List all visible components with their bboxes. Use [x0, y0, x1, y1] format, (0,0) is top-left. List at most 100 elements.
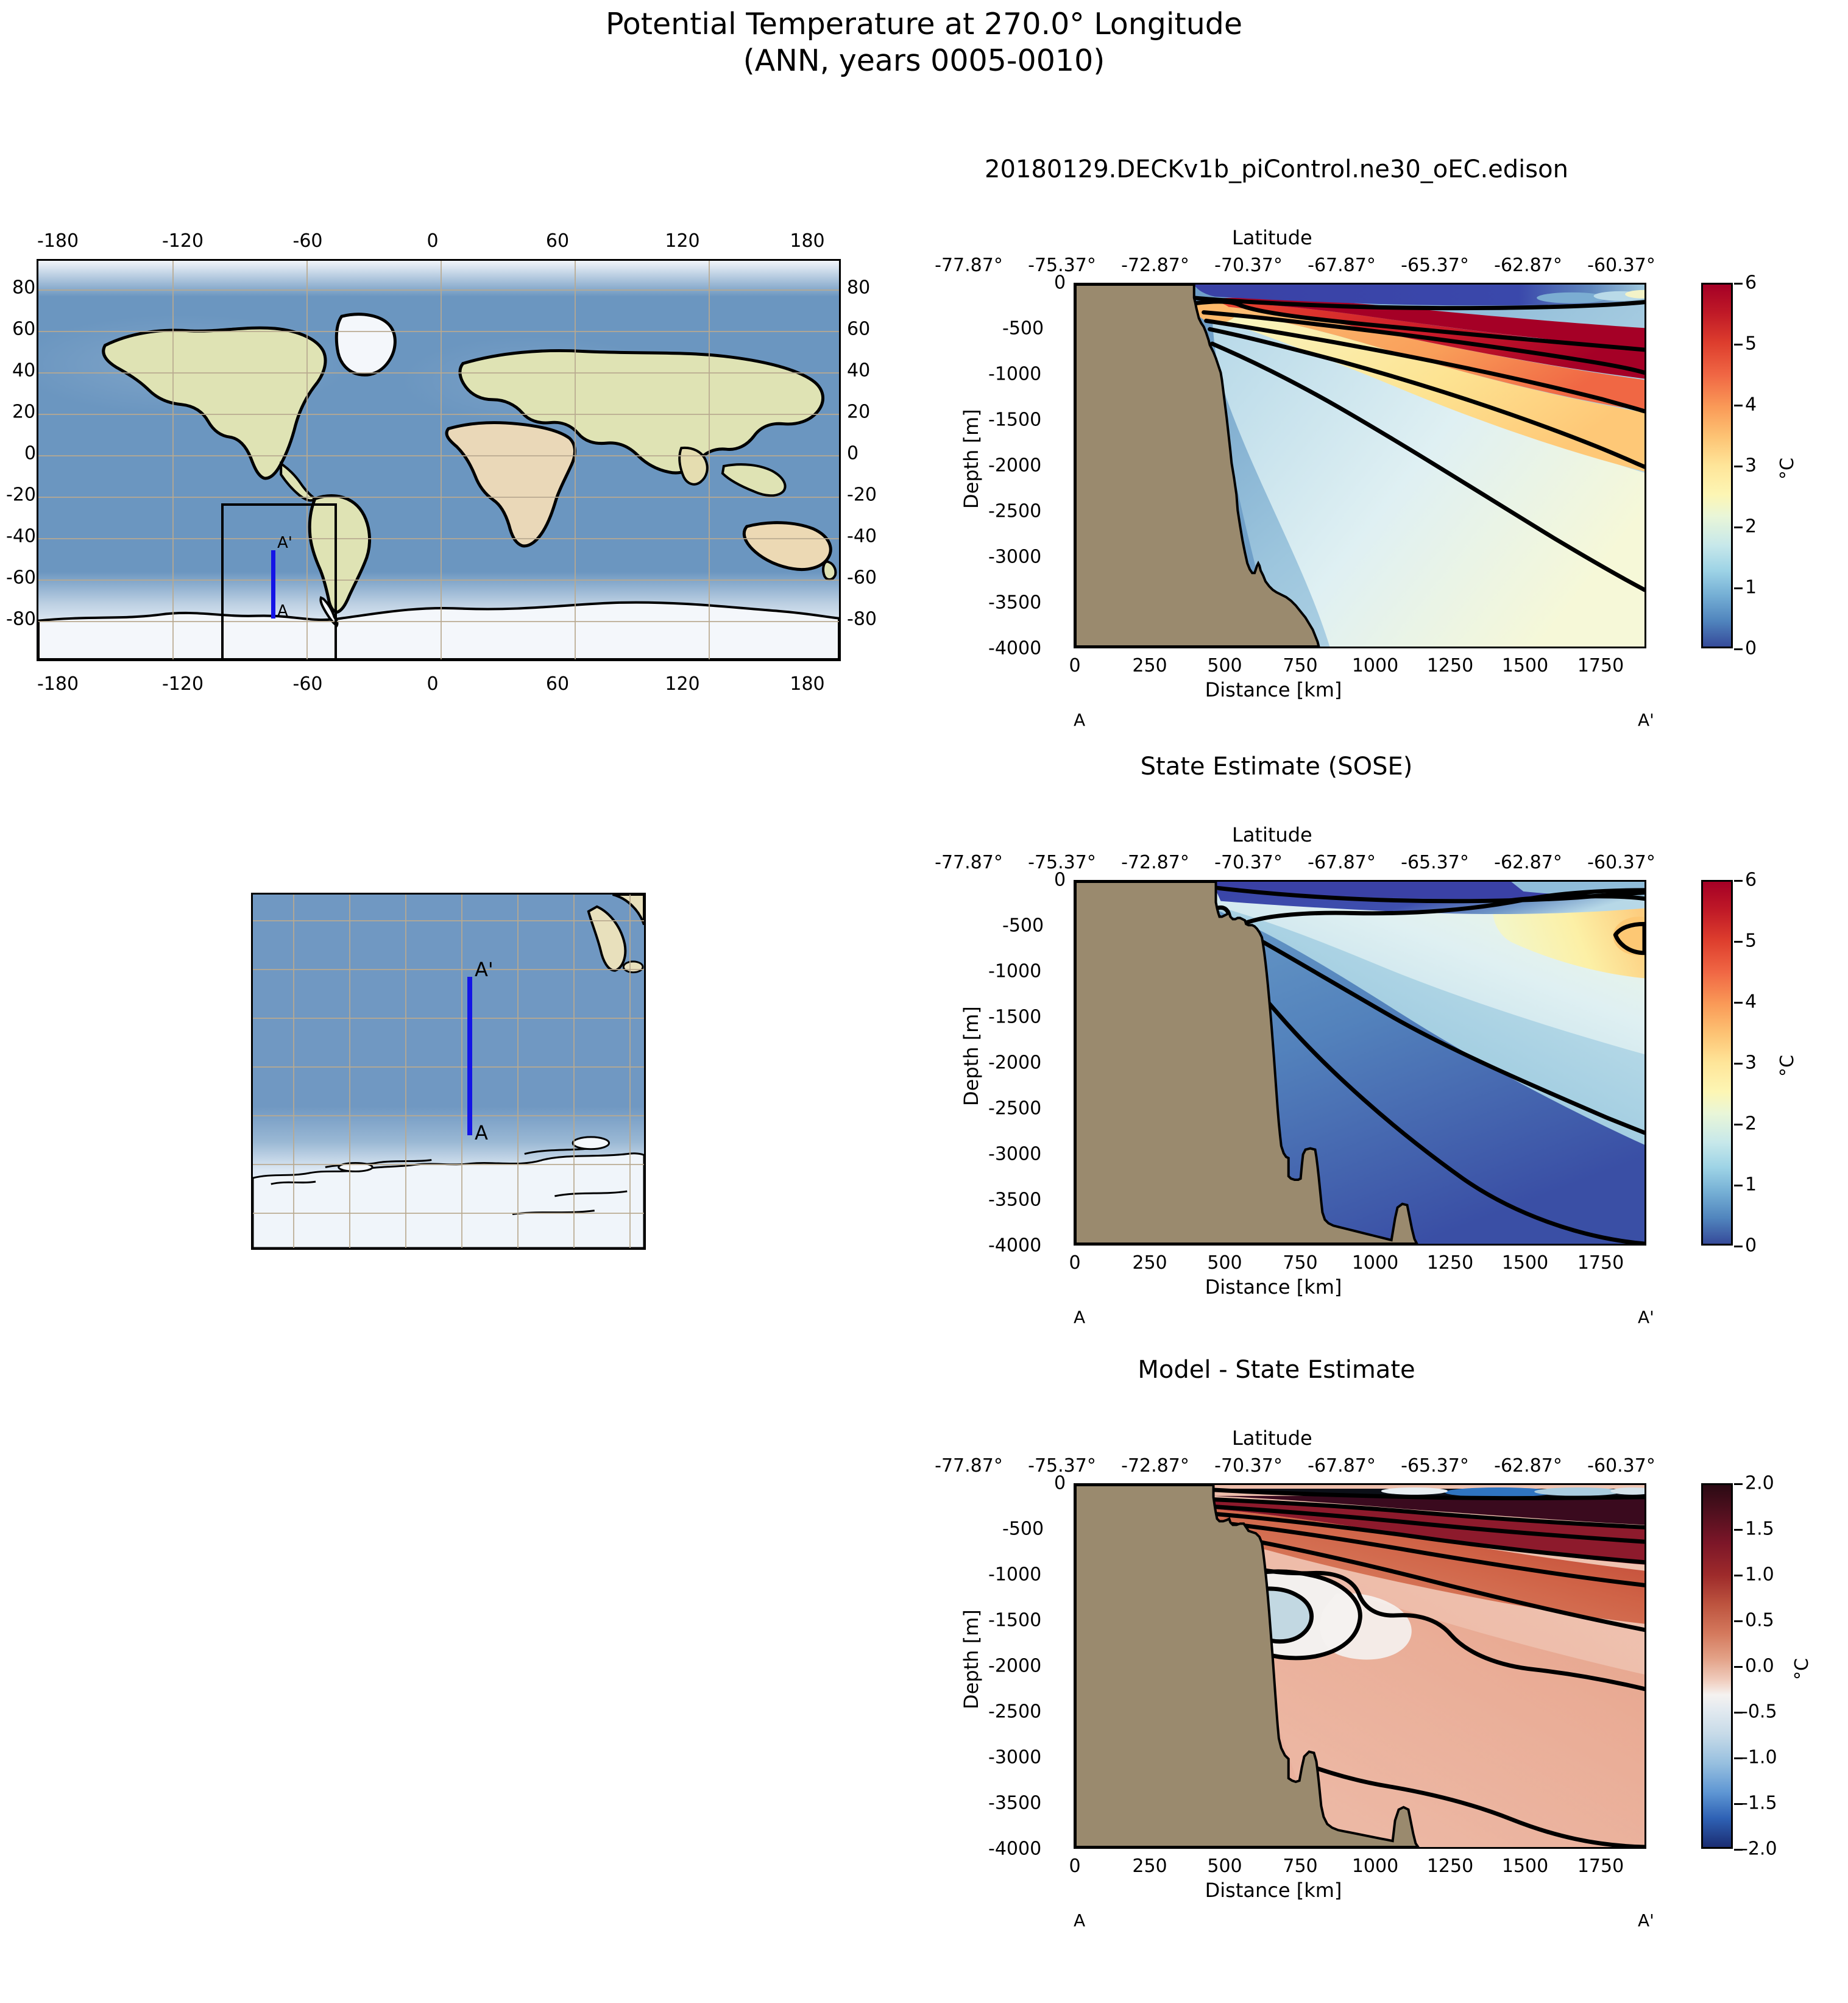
panel-obs-lat-tick-0: -77.87° — [935, 852, 1003, 873]
panel-diff-cbar-label-6: -1.0 — [1741, 1746, 1777, 1768]
worldmap-lat-tick-right-8: -80 — [847, 608, 877, 630]
panel-diff-dist-tick-3: 750 — [1283, 1856, 1318, 1877]
panel-model-cbar-tick-mark-0 — [1734, 648, 1743, 650]
panel-model-depth-label: Depth [m] — [960, 409, 983, 509]
panel-obs-depth-tick-3: -1500 — [988, 1006, 1042, 1028]
panel-model-plot[interactable] — [1074, 283, 1646, 648]
panel-model-depth-tick-3: -1500 — [988, 409, 1042, 431]
worldmap-lat-tick-right-6: -40 — [847, 525, 877, 547]
panel-obs-depth-tick-1: -500 — [1002, 915, 1044, 937]
panel-diff-dist-tick-1: 250 — [1132, 1856, 1167, 1877]
panel-model: 20180129.DECKv1b_piControl.ne30_oEC.edis… — [877, 155, 1848, 730]
panel-diff-lat-tick-3: -70.37° — [1214, 1455, 1283, 1477]
panel-model-cbar-label-5: 5 — [1745, 333, 1757, 355]
inset-map-transect-line[interactable] — [467, 977, 472, 1135]
inset-map-transect-start-label: A — [475, 1121, 488, 1144]
panel-diff-cbar-label-8: -2.0 — [1741, 1838, 1777, 1860]
worldmap-lat-tick-right-2: 40 — [847, 360, 871, 381]
panel-model-dist-tick-0: 0 — [1069, 655, 1081, 676]
inset-region-box[interactable] — [221, 503, 337, 659]
panel-obs-cbar-label-3: 3 — [1745, 1052, 1757, 1074]
panel-obs-cbar-unit: °C — [1777, 1055, 1798, 1077]
world-map-transect-line[interactable] — [271, 550, 275, 619]
panel-model-latitude-label: Latitude — [1232, 226, 1312, 249]
panel-obs-depth-tick-6: -3000 — [988, 1143, 1042, 1165]
panel-model-lat-tick-0: -77.87° — [935, 255, 1003, 276]
panel-diff-dist-tick-2: 500 — [1207, 1856, 1242, 1877]
panel-diff-cbar-label-1: 1.5 — [1745, 1518, 1774, 1540]
panel-model-cbar-unit: °C — [1777, 458, 1798, 480]
worldmap-lat-tick-left-7: -60 — [6, 567, 36, 589]
panel-model-lat-tick-6: -62.87° — [1494, 255, 1562, 276]
panel-obs-endpoint-a: A — [1074, 1307, 1086, 1327]
panel-diff-endpoint-a: A — [1074, 1910, 1086, 1930]
panel-model-lat-tick-1: -75.37° — [1028, 255, 1096, 276]
worldmap-lon-tick-top-4: 60 — [545, 230, 570, 252]
panel-model-depth-tick-7: -3500 — [988, 592, 1042, 614]
panel-diff-endpoint-aprime: A' — [1638, 1910, 1654, 1930]
panel-model-dist-tick-3: 750 — [1283, 655, 1318, 676]
panel-obs-plot[interactable] — [1074, 880, 1646, 1246]
panel-diff-depth-tick-2: -1000 — [988, 1564, 1042, 1586]
panel-model-lat-tick-5: -65.37° — [1401, 255, 1469, 276]
panel-obs-dist-tick-7: 1750 — [1577, 1252, 1624, 1274]
panel-model-cbar-tick-mark-6 — [1734, 283, 1743, 285]
panel-diff-colorbar[interactable] — [1701, 1483, 1733, 1849]
panel-obs-cbar-tick-mark-4 — [1734, 1002, 1743, 1004]
panel-obs-dist-tick-2: 500 — [1207, 1252, 1242, 1274]
panel-diff-cbar-tick-mark-6 — [1734, 1757, 1743, 1759]
panel-obs-bathymetry — [1075, 882, 1418, 1244]
panel-diff-lat-tick-2: -72.87° — [1121, 1455, 1189, 1477]
panel-diff-depth-tick-4: -2000 — [988, 1655, 1042, 1677]
panel-diff-cbar-tick-mark-0 — [1734, 1483, 1743, 1485]
panel-obs-endpoint-aprime: A' — [1638, 1307, 1654, 1327]
worldmap-lat-tick-right-3: 20 — [847, 401, 871, 423]
panel-obs-cbar-tick-mark-2 — [1734, 1124, 1743, 1126]
panel-obs-dist-tick-4: 1000 — [1351, 1252, 1399, 1274]
panel-obs-title: State Estimate (SOSE) — [1140, 753, 1413, 781]
panel-obs-lat-tick-1: -75.37° — [1028, 852, 1096, 873]
worldmap-lon-tick-bottom-4: 60 — [545, 673, 570, 695]
world-map-transect-start-label: A — [277, 602, 288, 620]
suptitle-line1: Potential Temperature at 270.0° Longitud… — [605, 7, 1243, 41]
panel-diff-dist-tick-0: 0 — [1069, 1856, 1081, 1877]
world-map-axes[interactable]: A' A — [37, 259, 841, 661]
panel-obs-depth-tick-0: 0 — [1054, 869, 1066, 891]
panel-diff-cbar-label-3: 0.5 — [1745, 1609, 1774, 1631]
worldmap-lon-tick-top-5: 120 — [665, 230, 700, 252]
worldmap-lat-tick-left-8: -80 — [6, 608, 36, 630]
panel-diff-cbar-tick-mark-8 — [1734, 1849, 1743, 1851]
panel-model-cbar-label-2: 2 — [1745, 516, 1757, 537]
worldmap-lon-tick-bottom-5: 120 — [665, 673, 700, 695]
panel-diff-lat-tick-5: -65.37° — [1401, 1455, 1469, 1477]
inset-map-axes[interactable]: A' A — [251, 893, 646, 1250]
panel-model-cbar-tick-mark-1 — [1734, 587, 1743, 589]
worldmap-lat-tick-right-5: -20 — [847, 484, 877, 506]
panel-obs-lat-tick-5: -65.37° — [1401, 852, 1469, 873]
panel-model-depth-tick-5: -2500 — [988, 500, 1042, 522]
panel-model-endpoint-aprime: A' — [1638, 710, 1654, 730]
panel-model-endpoint-a: A — [1074, 710, 1086, 730]
panel-model-depth-tick-0: 0 — [1054, 272, 1066, 294]
panel-obs-dist-tick-6: 1500 — [1501, 1252, 1549, 1274]
panel-diff-depth-tick-8: -4000 — [988, 1838, 1042, 1860]
panel-model-contour-lines — [1192, 296, 1644, 592]
panel-model-cbar-tick-mark-3 — [1734, 466, 1743, 467]
panel-diff-depth-tick-6: -3000 — [988, 1746, 1042, 1768]
panel-model-depth-tick-1: -500 — [1002, 317, 1044, 339]
panel-obs-colorbar[interactable] — [1701, 880, 1733, 1246]
figure-suptitle: Potential Temperature at 270.0° Longitud… — [0, 6, 1848, 79]
panel-obs-cbar-tick-mark-3 — [1734, 1063, 1743, 1065]
panel-diff-cbar-tick-mark-1 — [1734, 1529, 1743, 1531]
worldmap-lon-tick-bottom-6: 180 — [790, 673, 825, 695]
panel-diff-depth-tick-5: -2500 — [988, 1701, 1042, 1723]
panel-obs-depth-tick-4: -2000 — [988, 1052, 1042, 1074]
worldmap-lon-tick-bottom-1: -120 — [161, 673, 204, 695]
panel-obs-depth-tick-5: -2500 — [988, 1097, 1042, 1119]
panel-diff-lat-tick-1: -75.37° — [1028, 1455, 1096, 1477]
panel-model-distance-label: Distance [km] — [1205, 678, 1342, 701]
suptitle-line2: (ANN, years 0005-0010) — [743, 43, 1105, 78]
panel-diff-plot[interactable] — [1074, 1483, 1646, 1849]
panel-model-colorbar[interactable] — [1701, 283, 1733, 648]
